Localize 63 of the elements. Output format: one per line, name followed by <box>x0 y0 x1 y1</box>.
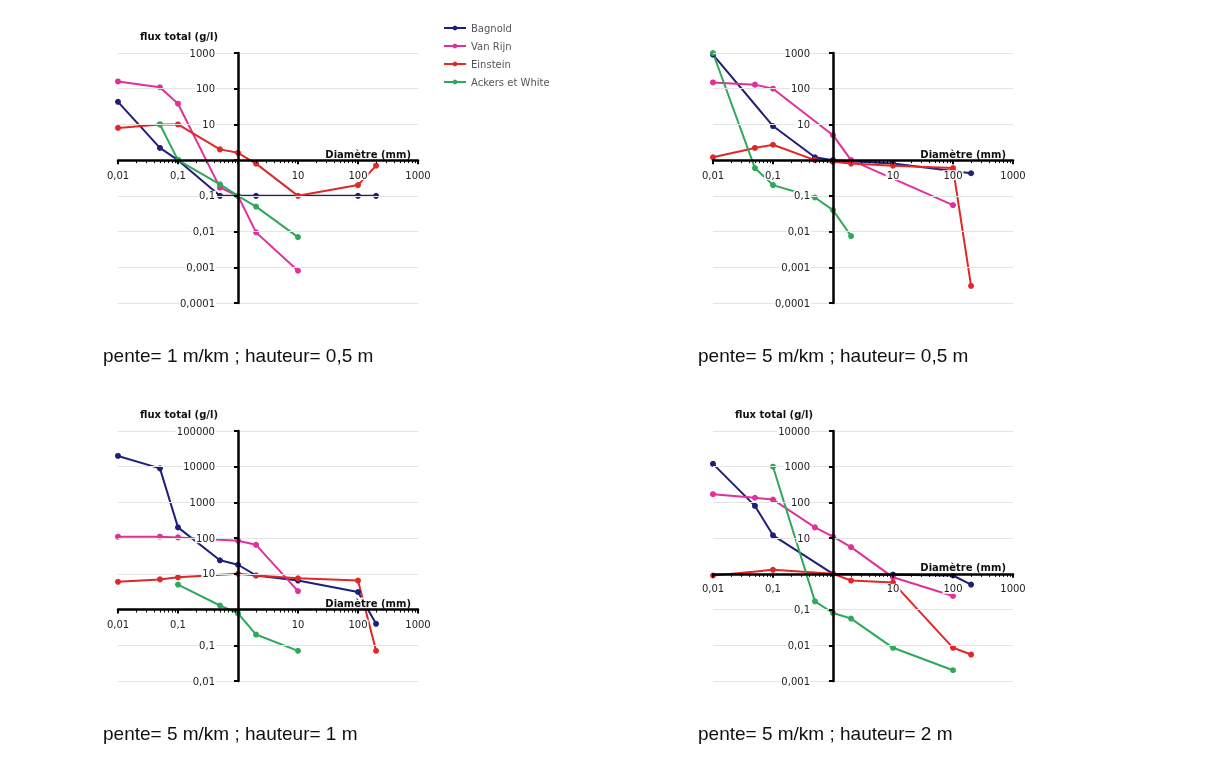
y-tick-label: 0,1 <box>794 604 810 616</box>
y-axis-title: flux total (g/l) <box>735 408 813 420</box>
x-tick-label: 10 <box>886 583 900 595</box>
x-tick-label: 0,01 <box>106 169 130 181</box>
y-tick-label: 10000 <box>183 461 215 473</box>
legend-label: Van Rijn <box>471 40 512 52</box>
x-tick-label: 100 <box>943 169 963 181</box>
y-tick-label: 1000 <box>189 496 215 508</box>
y-tick-label: 100 <box>790 496 810 508</box>
x-axis-title: Diamètre (mm) <box>920 562 1006 574</box>
x-tick-label: 1000 <box>405 169 431 181</box>
x-tick-label: 100 <box>348 619 368 631</box>
x-tick-label: 100 <box>348 169 368 181</box>
y-tick-label: 0,01 <box>787 226 810 238</box>
y-tick-label: 0,1 <box>794 190 810 202</box>
x-tick-label: 0,1 <box>765 169 781 181</box>
y-tick-label: 100 <box>195 83 215 95</box>
y-tick-label: 0,0001 <box>180 297 215 309</box>
y-tick-label: 10 <box>797 532 810 544</box>
y-axis-title: flux total (g/l) <box>140 30 218 42</box>
x-tick-label: 0,01 <box>106 619 130 631</box>
x-tick-label: 1000 <box>1000 169 1026 181</box>
y-tick-label: 1000 <box>189 47 215 59</box>
y-tick-label: 1000 <box>784 47 810 59</box>
x-tick-label: 0,1 <box>170 619 186 631</box>
y-tick-label: 0,001 <box>186 261 215 273</box>
y-tick-label: 10 <box>797 118 810 130</box>
y-tick-label: 0,001 <box>781 261 810 273</box>
y-tick-label: 10000 <box>778 425 810 437</box>
x-tick-label: 100 <box>943 583 963 595</box>
x-axis-title: Diamètre (mm) <box>920 148 1006 160</box>
y-tick-label: 0,001 <box>781 675 810 687</box>
text: pente= 5 m/km ; hauteur= 1 m <box>103 723 358 744</box>
y-tick-label: 10 <box>202 568 215 580</box>
y-tick-label: 0,1 <box>199 190 215 202</box>
x-tick-label: 0,1 <box>170 169 186 181</box>
x-tick-label: 0,01 <box>701 583 725 595</box>
x-tick-label: 1000 <box>405 619 431 631</box>
y-tick-label: 100000 <box>176 425 215 437</box>
text: pente= 5 m/km ; hauteur= 2 m <box>698 723 953 744</box>
x-tick-label: 0,01 <box>701 169 725 181</box>
text: pente= 1 m/km ; hauteur= 0,5 m <box>103 345 374 366</box>
x-axis-title: Diamètre (mm) <box>325 598 411 610</box>
legend-label: Ackers et White <box>471 76 550 88</box>
x-tick-label: 0,1 <box>765 583 781 595</box>
y-tick-label: 10 <box>202 118 215 130</box>
y-axis-title: flux total (g/l) <box>140 408 218 420</box>
x-tick-label: 10 <box>886 169 900 181</box>
y-tick-label: 1000 <box>784 461 810 473</box>
x-tick-label: 1000 <box>1000 583 1026 595</box>
text: pente= 5 m/km ; hauteur= 0,5 m <box>698 345 969 366</box>
y-tick-label: 0,01 <box>787 639 810 651</box>
legend-label: Einstein <box>471 58 511 70</box>
legend-label: Bagnold <box>471 22 512 34</box>
x-axis-title: Diamètre (mm) <box>325 148 411 160</box>
y-tick-label: 100 <box>790 83 810 95</box>
x-tick-label: 10 <box>291 169 305 181</box>
y-tick-label: 0,1 <box>199 639 215 651</box>
y-tick-label: 0,01 <box>192 675 215 687</box>
y-tick-label: 0,0001 <box>775 297 810 309</box>
y-tick-label: 0,01 <box>192 226 215 238</box>
y-tick-label: 100 <box>195 532 215 544</box>
x-tick-label: 10 <box>291 619 305 631</box>
